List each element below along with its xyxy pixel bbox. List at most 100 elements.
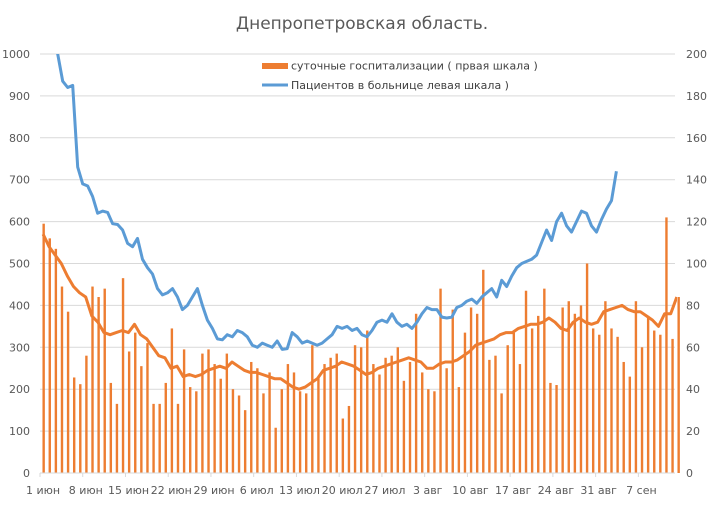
bar: [616, 336, 619, 473]
bar: [396, 347, 399, 473]
bar: [72, 377, 76, 473]
bar: [225, 353, 229, 473]
bar: [311, 345, 314, 473]
bar: [170, 328, 174, 473]
bar: [152, 403, 155, 473]
bar: [384, 357, 387, 473]
bar: [433, 391, 436, 473]
bar: [469, 307, 473, 473]
bar: [195, 391, 198, 473]
bar: [335, 353, 338, 473]
bar: [549, 382, 552, 473]
bar: [298, 391, 302, 473]
bar: [189, 387, 192, 473]
bar: [305, 393, 308, 473]
bar: [482, 269, 485, 473]
left-tick-label: 0: [23, 467, 30, 480]
bar: [646, 315, 650, 473]
bar: [561, 307, 564, 473]
bar: [109, 382, 113, 473]
bar: [451, 309, 454, 473]
bar: [439, 288, 442, 473]
left-tick-label: 400: [9, 299, 30, 312]
bar: [353, 345, 357, 473]
bar: [378, 374, 381, 473]
bar: [634, 301, 638, 473]
bar: [414, 313, 418, 473]
x-tick-label: 31 авг: [580, 484, 617, 497]
bar: [182, 349, 186, 473]
bar: [506, 345, 509, 473]
bar: [390, 355, 393, 473]
legend-label-bars: суточные госпитализации ( првая шкала ): [291, 60, 538, 73]
bar: [97, 297, 100, 473]
bar: [85, 355, 88, 473]
right-tick-label: 80: [686, 299, 700, 312]
bar: [146, 343, 149, 473]
right-tick-label: 40: [686, 383, 700, 396]
bar: [579, 305, 583, 473]
patients-line: [56, 54, 618, 351]
bar: [286, 364, 290, 473]
bar: [665, 217, 668, 473]
x-tick-label: 24 авг: [538, 484, 575, 497]
bar: [347, 405, 351, 473]
right-tick-label: 0: [686, 467, 693, 480]
bar: [250, 361, 253, 473]
right-axis: 0 20 40 60 80 100 120 140 160 180 200: [686, 48, 707, 480]
bar: [530, 328, 534, 473]
x-tick-label: 22 июн: [151, 484, 192, 497]
bar: [127, 351, 131, 473]
bar: [628, 376, 632, 473]
bar: [622, 361, 625, 473]
x-tick-label: 15 июн: [108, 484, 149, 497]
bar: [408, 361, 412, 473]
x-axis: 1 июн 8 июн 15 июн 22 июн 29 июн 6 июл 13 июл 2…: [26, 472, 675, 497]
bar: [463, 332, 467, 473]
bar: [555, 385, 558, 473]
right-tick-label: 100: [686, 258, 707, 271]
bar: [671, 338, 674, 473]
x-tick-label: 13 июл: [279, 484, 320, 497]
bar: [543, 288, 546, 473]
bar: [512, 332, 516, 473]
bar: [524, 290, 528, 473]
bar: [237, 395, 241, 473]
bar: [323, 364, 326, 473]
x-tick-label: 3 авг: [413, 484, 443, 497]
x-tick-label: 8 июн: [69, 484, 103, 497]
bar: [243, 410, 247, 473]
left-tick-label: 800: [9, 132, 30, 145]
bar: [280, 389, 283, 473]
bar: [42, 223, 45, 473]
bar: [115, 403, 119, 473]
bar: [573, 313, 577, 473]
bar: [54, 248, 58, 473]
bar: [591, 328, 595, 473]
right-tick-label: 200: [686, 48, 707, 61]
left-tick-label: 500: [9, 258, 30, 271]
left-tick-label: 300: [9, 341, 30, 354]
bar: [659, 334, 662, 473]
left-tick-label: 900: [9, 90, 30, 103]
x-tick-label: 17 авг: [495, 484, 532, 497]
bar: [653, 330, 656, 473]
bar: [366, 330, 369, 473]
bar: [585, 263, 589, 473]
bar: [60, 286, 64, 473]
bar: [445, 368, 448, 473]
bar: [121, 278, 125, 473]
right-tick-label: 60: [686, 341, 700, 354]
left-tick-label: 200: [9, 383, 30, 396]
bar: [488, 359, 491, 473]
bar: [274, 427, 277, 473]
right-tick-label: 120: [686, 216, 707, 229]
bar: [329, 357, 332, 473]
bar: [677, 297, 680, 473]
legend-label-line: Пациентов в больнице левая шкала ): [291, 79, 509, 92]
bar: [372, 364, 375, 473]
right-tick-label: 180: [686, 90, 707, 103]
bar: [231, 389, 235, 473]
bar: [598, 334, 601, 473]
